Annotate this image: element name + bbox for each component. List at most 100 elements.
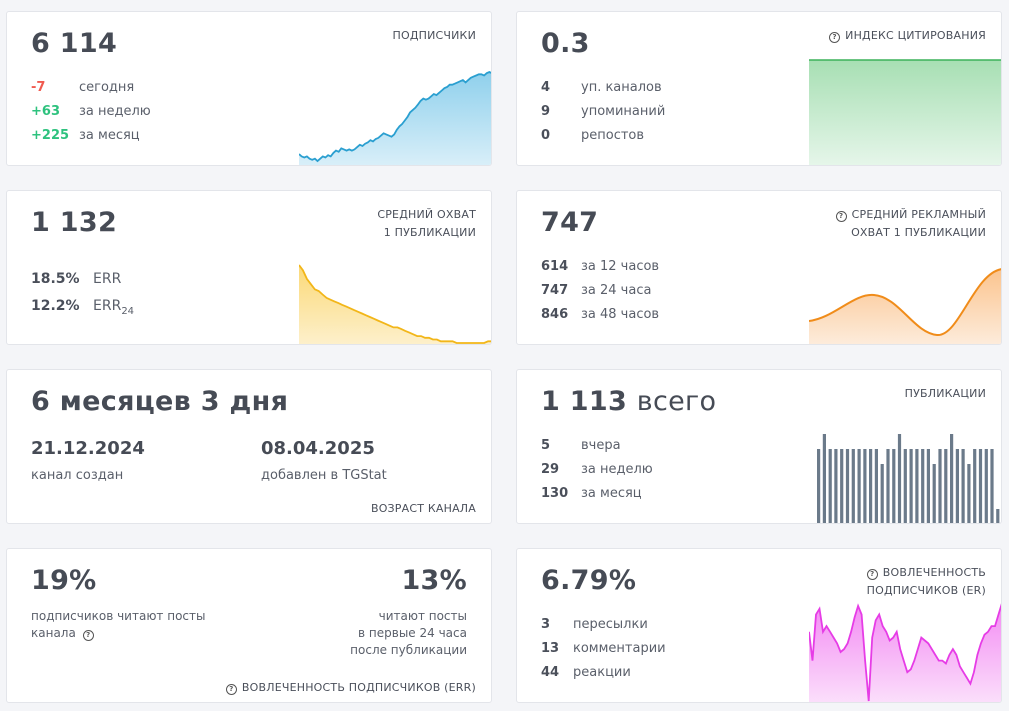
posts-bar[interactable] [851, 449, 855, 524]
posts-bar[interactable] [926, 449, 930, 524]
reach-caption-line1: СРЕДНИЙ ОХВАТ [377, 208, 476, 221]
posts-bar[interactable] [950, 434, 954, 524]
err-left-text-line2: канала [31, 626, 76, 640]
citation-caption-text: ИНДЕКС ЦИТИРОВАНИЯ [845, 29, 986, 42]
er-card[interactable]: 6.79% ? ВОВЛЕЧЕННОСТЬ ПОДПИСЧИКОВ (ER) 3 п… [516, 548, 1002, 703]
channel-age-caption: ВОЗРАСТ КАНАЛА [370, 502, 476, 515]
subscribers-month-label: за месяц [79, 128, 140, 143]
er-comments-label: комментарии [573, 641, 666, 656]
citation-channels-row: 4 уп. каналов [541, 80, 662, 95]
er-forwards-label: пересылки [573, 617, 648, 632]
er-area [809, 605, 1001, 702]
posts-bar[interactable] [909, 449, 913, 524]
er-reactions-label: реакции [573, 665, 631, 680]
err-right-value: 13% [401, 565, 467, 596]
posts-card[interactable]: 1 113 всего ПУБЛИКАЦИИ 5 вчера 29 за недел… [516, 369, 1002, 524]
posts-bar[interactable] [874, 449, 878, 524]
posts-bar[interactable] [897, 434, 902, 524]
posts-total: 1 113 всего [541, 386, 716, 417]
posts-bar[interactable] [892, 449, 896, 524]
ad-reach-48h-value: 846 [541, 307, 569, 322]
citation-card[interactable]: 0.3 ? ИНДЕКС ЦИТИРОВАНИЯ 4 уп. каналов 9 уп… [516, 11, 1002, 166]
posts-bar[interactable] [869, 449, 873, 524]
subscribers-week-row: +63 за неделю [31, 104, 151, 119]
er-sparkline[interactable] [809, 601, 1001, 702]
err-card[interactable]: 19% подписчиков читают посты канала ? 13… [6, 548, 492, 703]
subscribers-sparkline[interactable] [299, 67, 491, 165]
posts-yesterday-value: 5 [541, 438, 551, 453]
citation-channels-value: 4 [541, 80, 551, 95]
err-left-text: подписчиков читают посты канала ? [31, 608, 205, 642]
posts-bar[interactable] [880, 464, 884, 524]
subscribers-area [299, 72, 491, 165]
posts-bar[interactable] [840, 449, 844, 524]
posts-bar[interactable] [990, 449, 994, 524]
err24-value: 12.2% [31, 298, 80, 314]
posts-bar[interactable] [822, 434, 826, 524]
added-date: 08.04.2025 [261, 438, 375, 459]
ad-reach-card[interactable]: 747 ? СРЕДНИЙ РЕКЛАМНЫЙ ОХВАТ 1 ПУБЛИКАЦИ… [516, 190, 1002, 345]
posts-bar[interactable] [944, 449, 948, 524]
reach-sparkline[interactable] [299, 263, 491, 344]
channel-age-card[interactable]: 6 месяцев 3 дня 21.12.2024 канал создан … [6, 369, 492, 524]
info-icon[interactable]: ? [835, 211, 847, 222]
posts-bar[interactable] [955, 449, 959, 524]
posts-bar[interactable] [845, 449, 850, 524]
reach-area [299, 265, 491, 344]
posts-bar[interactable] [915, 449, 919, 524]
ad-reach-24h-row: 747 за 24 часа [541, 283, 651, 298]
er-caption: ? ВОВЛЕЧЕННОСТЬ ПОДПИСЧИКОВ (ER) [867, 564, 986, 600]
er-reactions-value: 44 [541, 665, 560, 680]
er-caption-line2: ПОДПИСЧИКОВ (ER) [866, 584, 986, 597]
citation-reposts-value: 0 [541, 128, 551, 143]
posts-bar-chart[interactable] [817, 432, 1001, 524]
info-icon[interactable]: ? [866, 569, 878, 580]
posts-bar[interactable] [828, 449, 832, 524]
err24-subscript: 24 [121, 305, 135, 317]
posts-month-label: за месяц [581, 486, 642, 501]
citation-chart[interactable] [809, 59, 1001, 165]
posts-bar[interactable] [834, 449, 838, 524]
err-caption: ? ВОВЛЕЧЕННОСТЬ ПОДПИСЧИКОВ (ERR) [225, 679, 476, 697]
posts-bar[interactable] [973, 449, 977, 524]
info-icon[interactable]: ? [225, 684, 237, 695]
posts-bar[interactable] [932, 464, 936, 524]
info-icon[interactable]: ? [82, 630, 94, 641]
err24-label: ERR [93, 298, 122, 314]
posts-bar[interactable] [886, 449, 890, 524]
posts-month-value: 130 [541, 486, 569, 501]
er-comments-row: 13 комментарии [541, 641, 666, 656]
posts-month-row: 130 за месяц [541, 486, 642, 501]
ad-reach-12h-row: 614 за 12 часов [541, 259, 659, 274]
subscribers-card[interactable]: 6 114 ПОДПИСЧИКИ -7 сегодня +63 за неделю … [6, 11, 492, 166]
posts-week-row: 29 за неделю [541, 462, 653, 477]
er-reactions-row: 44 реакции [541, 665, 631, 680]
posts-yesterday-row: 5 вчера [541, 438, 621, 453]
posts-bar[interactable] [961, 449, 965, 524]
er-line [809, 603, 1001, 702]
reach-caption: СРЕДНИЙ ОХВАТ 1 ПУБЛИКАЦИИ [377, 206, 476, 242]
reach-card[interactable]: 1 132 СРЕДНИЙ ОХВАТ 1 ПУБЛИКАЦИИ 18.5% ER… [6, 190, 492, 345]
subscribers-today-row: -7 сегодня [31, 80, 134, 95]
reach-caption-line2: 1 ПУБЛИКАЦИИ [383, 226, 476, 239]
info-icon[interactable]: ? [829, 32, 841, 43]
err-caption-text: ВОВЛЕЧЕННОСТЬ ПОДПИСЧИКОВ (ERR) [241, 681, 476, 694]
er-comments-value: 13 [541, 641, 560, 656]
ad-reach-caption-line2: ОХВАТ 1 ПУБЛИКАЦИИ [851, 226, 986, 239]
err-right-text-line3: после публикации [350, 643, 467, 657]
posts-bar[interactable] [863, 449, 867, 524]
posts-bar[interactable] [967, 464, 971, 524]
posts-bar[interactable] [857, 449, 861, 524]
posts-bar[interactable] [817, 449, 821, 524]
posts-bar[interactable] [921, 449, 925, 524]
er-forwards-value: 3 [541, 617, 551, 632]
posts-bar[interactable] [903, 449, 907, 524]
posts-bar[interactable] [938, 449, 942, 524]
posts-bar[interactable] [978, 449, 983, 524]
citation-index-value: 0.3 [541, 28, 590, 59]
ad-reach-curve[interactable] [809, 263, 1001, 344]
posts-bar[interactable] [984, 449, 988, 524]
posts-bar[interactable] [996, 509, 1000, 524]
subscribers-week-value: +63 [31, 104, 60, 119]
err-row: 18.5% ERR [31, 271, 121, 287]
